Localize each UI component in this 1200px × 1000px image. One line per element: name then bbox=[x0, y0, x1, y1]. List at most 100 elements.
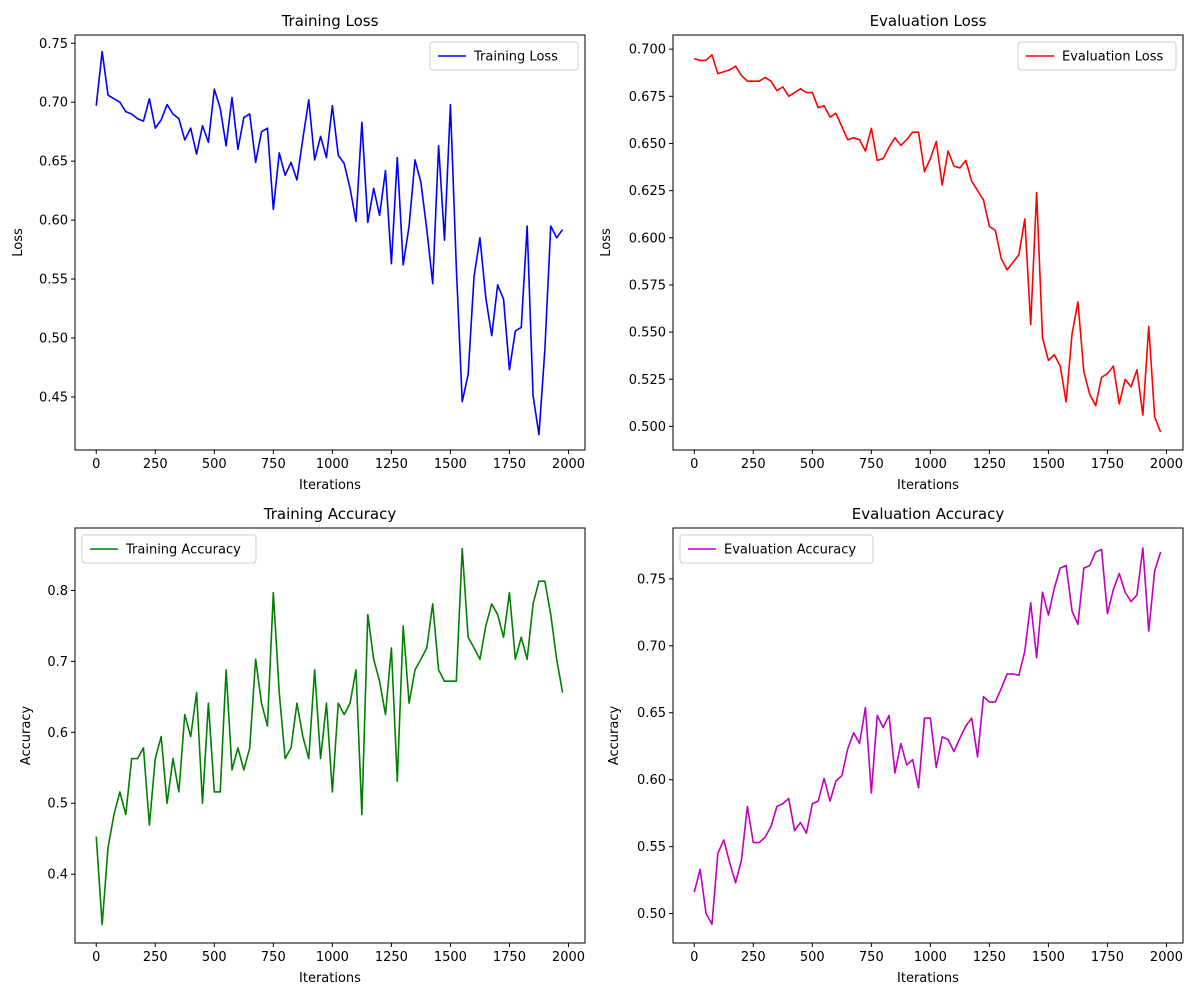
y-tick-label: 0.60 bbox=[39, 214, 68, 229]
plot-frame bbox=[74, 527, 586, 944]
x-tick-label: 250 bbox=[741, 457, 766, 472]
y-axis-label: Loss bbox=[599, 228, 614, 257]
legend: Training Accuracy bbox=[81, 534, 257, 564]
x-tick-label: 2000 bbox=[552, 457, 585, 472]
x-tick-label: 500 bbox=[202, 457, 227, 472]
legend: Evaluation Accuracy bbox=[679, 534, 874, 564]
series-line-0 bbox=[95, 547, 564, 926]
x-tick-label: 1250 bbox=[375, 457, 408, 472]
x-tick-label: 2000 bbox=[1150, 457, 1183, 472]
legend-box bbox=[429, 41, 579, 71]
legend-label: Training Loss bbox=[473, 50, 558, 65]
y-tick-label: 0.550 bbox=[629, 326, 666, 341]
y-tick-label: 0.70 bbox=[39, 96, 68, 111]
chart-2: Training Accuracy 0 250 500 750 1000 1250 1500 1… bbox=[19, 505, 586, 986]
x-tick-label: 750 bbox=[859, 457, 884, 472]
legend-label: Evaluation Accuracy bbox=[724, 543, 856, 558]
x-tick-label: 500 bbox=[800, 457, 825, 472]
chart-title: Training Loss bbox=[281, 12, 379, 30]
x-tick-label: 2000 bbox=[1150, 950, 1183, 965]
x-tick-label: 1750 bbox=[493, 457, 526, 472]
series-line-0 bbox=[694, 54, 1162, 433]
x-tick-label: 0 bbox=[92, 950, 100, 965]
y-tick-label: 0.7 bbox=[47, 655, 68, 670]
x-tick-label: 250 bbox=[741, 950, 766, 965]
x-tick-label: 1250 bbox=[973, 457, 1006, 472]
x-tick-label: 1000 bbox=[914, 457, 947, 472]
y-tick-label: 0.50 bbox=[39, 331, 68, 346]
x-tick-label: 500 bbox=[202, 950, 227, 965]
x-tick-label: 0 bbox=[690, 457, 698, 472]
x-axis-label: Iterations bbox=[897, 971, 959, 986]
x-tick-label: 1500 bbox=[434, 950, 467, 965]
x-tick-label: 1750 bbox=[493, 950, 526, 965]
series-line-0 bbox=[95, 50, 564, 436]
y-tick-label: 0.8 bbox=[47, 584, 68, 599]
y-tick-label: 0.625 bbox=[629, 184, 666, 199]
y-tick-label: 0.75 bbox=[637, 572, 666, 587]
x-axis-label: Iterations bbox=[299, 971, 361, 986]
series-line-0 bbox=[693, 547, 1162, 926]
y-tick-label: 0.50 bbox=[637, 907, 666, 922]
legend: Evaluation Loss bbox=[1017, 41, 1177, 71]
x-tick-label: 250 bbox=[143, 457, 168, 472]
x-tick-label: 1500 bbox=[1032, 457, 1065, 472]
y-tick-label: 0.600 bbox=[629, 231, 666, 246]
y-tick-label: 0.55 bbox=[39, 273, 68, 288]
chart-title: Evaluation Accuracy bbox=[852, 505, 1005, 523]
legend: Training Loss bbox=[429, 41, 579, 71]
y-tick-label: 0.525 bbox=[629, 373, 666, 388]
y-tick-label: 0.75 bbox=[39, 37, 68, 52]
x-tick-label: 0 bbox=[690, 950, 698, 965]
chart-3: Evaluation Accuracy 0 250 500 750 1000 1250 150… bbox=[607, 505, 1184, 986]
legend-box bbox=[81, 534, 257, 564]
plot-frame bbox=[672, 527, 1184, 944]
chart-0: Training Loss 0 250 500 750 1000 1250 1500 1750 2… bbox=[11, 12, 586, 493]
x-tick-label: 1000 bbox=[316, 457, 349, 472]
y-tick-label: 0.55 bbox=[637, 840, 666, 855]
y-tick-label: 0.650 bbox=[629, 137, 666, 152]
y-tick-label: 0.5 bbox=[47, 797, 68, 812]
plot-frame bbox=[672, 34, 1184, 451]
y-tick-label: 0.65 bbox=[637, 706, 666, 721]
x-axis-label: Iterations bbox=[299, 478, 361, 493]
x-tick-label: 1750 bbox=[1091, 457, 1124, 472]
legend-box bbox=[679, 534, 874, 564]
x-tick-label: 1250 bbox=[375, 950, 408, 965]
y-tick-label: 0.700 bbox=[629, 43, 666, 58]
x-tick-label: 2000 bbox=[552, 950, 585, 965]
y-tick-label: 0.675 bbox=[629, 90, 666, 105]
x-tick-label: 1750 bbox=[1091, 950, 1124, 965]
x-tick-label: 1250 bbox=[973, 950, 1006, 965]
x-tick-label: 750 bbox=[261, 950, 286, 965]
y-axis-label: Loss bbox=[11, 228, 26, 257]
x-tick-label: 1000 bbox=[914, 950, 947, 965]
chart-title: Training Accuracy bbox=[263, 505, 397, 523]
y-axis-label: Accuracy bbox=[19, 706, 34, 766]
legend-box bbox=[1017, 41, 1177, 71]
x-tick-label: 0 bbox=[92, 457, 100, 472]
x-tick-label: 1500 bbox=[1032, 950, 1065, 965]
y-tick-label: 0.6 bbox=[47, 726, 68, 741]
x-tick-label: 750 bbox=[859, 950, 884, 965]
legend-label: Evaluation Loss bbox=[1062, 50, 1163, 65]
x-tick-label: 1000 bbox=[316, 950, 349, 965]
x-axis-label: Iterations bbox=[897, 478, 959, 493]
y-axis-label: Accuracy bbox=[607, 706, 622, 766]
x-tick-label: 250 bbox=[143, 950, 168, 965]
y-tick-label: 0.575 bbox=[629, 278, 666, 293]
chart-1: Evaluation Loss 0 250 500 750 1000 1250 1500 175… bbox=[599, 12, 1184, 493]
plot-frame bbox=[74, 34, 586, 451]
x-tick-label: 500 bbox=[800, 950, 825, 965]
x-tick-label: 750 bbox=[261, 457, 286, 472]
x-tick-label: 1500 bbox=[434, 457, 467, 472]
legend-label: Training Accuracy bbox=[125, 543, 241, 558]
chart-title: Evaluation Loss bbox=[870, 12, 987, 30]
y-tick-label: 0.60 bbox=[637, 773, 666, 788]
y-tick-label: 0.65 bbox=[39, 155, 68, 170]
y-tick-label: 0.70 bbox=[637, 639, 666, 654]
y-tick-label: 0.45 bbox=[39, 390, 68, 405]
y-tick-label: 0.4 bbox=[47, 868, 68, 883]
y-tick-label: 0.500 bbox=[629, 420, 666, 435]
